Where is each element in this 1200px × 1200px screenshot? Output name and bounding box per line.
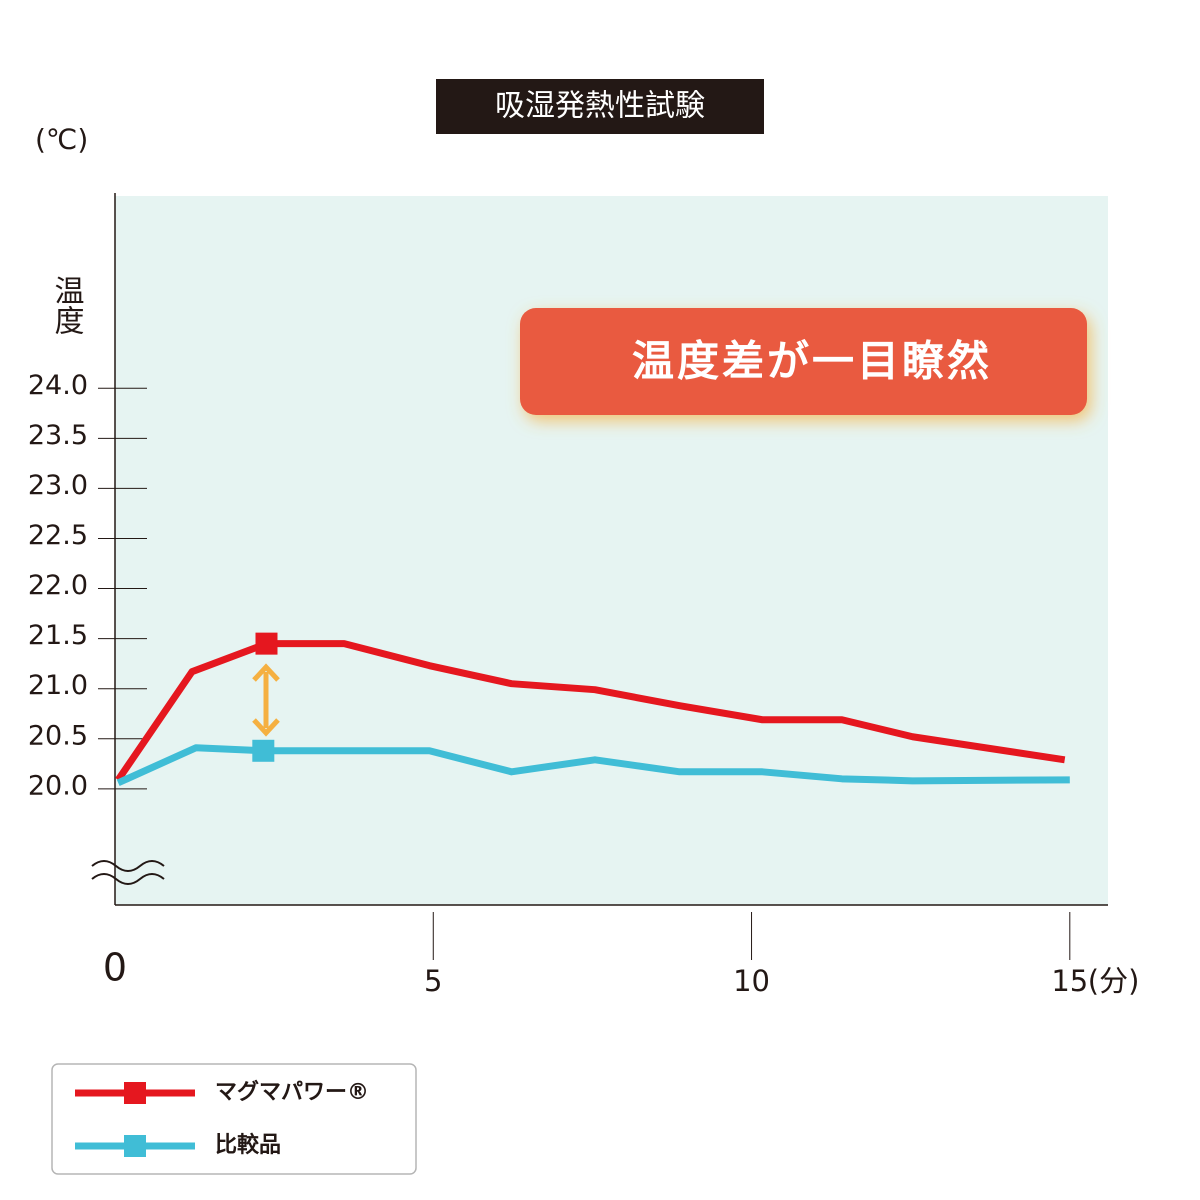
callout: 温度差が一目瞭然 (632, 337, 992, 386)
y-tick-label: 23.5 (28, 420, 88, 451)
y-tick-label: 22.0 (28, 570, 88, 601)
legend-label: マグマパワー® (215, 1079, 369, 1105)
y-axis-label: 温度 (49, 275, 84, 335)
title-box (436, 79, 764, 134)
y-unit: (℃) (35, 123, 88, 156)
y-tick-label: 22.5 (28, 520, 88, 551)
y-tick-label: 20.0 (28, 770, 88, 801)
series-line (116, 744, 1070, 787)
y-tick-label: 24.0 (28, 370, 88, 401)
series-marker (255, 632, 278, 655)
y-tick-label: 21.5 (28, 620, 88, 651)
series-marker (252, 739, 275, 762)
y-tick-label: 21.0 (28, 670, 88, 701)
plot-area (115, 196, 1108, 905)
x-tick-label: 0 (103, 946, 127, 990)
x-tick-label: 10 (733, 964, 770, 998)
callout-box (520, 308, 1087, 415)
axis-break (91, 860, 165, 885)
chart-title: 吸湿発熱性試験 (495, 89, 705, 124)
y-tick-label: 20.5 (28, 720, 88, 751)
y-tick-label: 23.0 (28, 470, 88, 501)
difference-arrow (252, 663, 280, 737)
x-tick-label: 5 (424, 964, 442, 998)
x-unit: (分) (1088, 964, 1140, 998)
x-tick-label: 15 (1051, 964, 1088, 998)
series-line (115, 640, 1066, 782)
legend-marker (124, 1135, 146, 1157)
legend-marker (124, 1082, 146, 1104)
legend-label: 比較品 (215, 1132, 281, 1158)
